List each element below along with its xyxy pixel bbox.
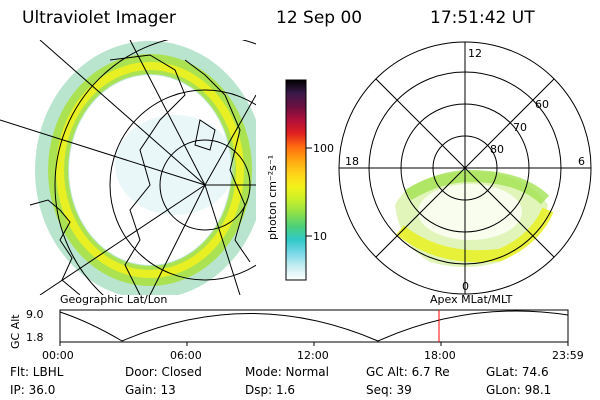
- colorbar: [285, 79, 307, 281]
- alt-xtick-2359: 23:59: [552, 349, 584, 362]
- gain-readout: Gain: 13: [125, 383, 176, 397]
- lat-circle-3: [54, 40, 256, 295]
- filter-readout: Flt: LBHL: [10, 365, 64, 379]
- alt-xtick-0000: 00:00: [42, 349, 74, 362]
- coastline: [29, 199, 81, 295]
- polar-cap-glow: [115, 115, 235, 215]
- aurora-hole: [418, 184, 522, 240]
- coastline: [109, 54, 186, 295]
- time-label: 17:51:42 UT: [430, 8, 535, 28]
- meridian: [0, 119, 206, 186]
- colorbar-tick-label-100: 100: [313, 142, 334, 155]
- mlt-label-18: 18: [345, 155, 359, 168]
- altitude-curve: [59, 310, 569, 342]
- mlat-label-70: 70: [513, 121, 527, 134]
- mlat-label-80: 80: [490, 143, 504, 156]
- meridian: [204, 184, 241, 295]
- lat-circle-1: [109, 89, 256, 281]
- colorbar-unit-label: photon cm⁻²s⁻¹: [266, 155, 279, 240]
- coastline: [184, 59, 251, 263]
- mlat-label-60: 60: [535, 98, 549, 111]
- mlt-label-6: 6: [578, 155, 585, 168]
- coastline: [194, 119, 216, 151]
- mlt-label-12: 12: [468, 47, 482, 60]
- right-map-caption: Apex MLat/MLT: [430, 293, 513, 306]
- glat-readout: GLat: 74.6: [486, 365, 549, 379]
- left-map-caption: Geographic Lat/Lon: [60, 293, 167, 306]
- alt-ytick-9: 9.0: [26, 308, 44, 321]
- meridian: [149, 184, 206, 295]
- alt-ytick-1_8: 1.8: [26, 331, 44, 344]
- geographic-map: [0, 40, 256, 295]
- date-label: 12 Sep 00: [276, 8, 363, 28]
- meridian: [39, 184, 206, 295]
- gc-alt-readout: GC Alt: 6.7 Re: [366, 365, 450, 379]
- aurora-band-bright: [396, 207, 554, 263]
- ip-readout: IP: 36.0: [10, 383, 56, 397]
- instrument-title: Ultraviolet Imager: [22, 8, 176, 28]
- seq-readout: Seq: 39: [366, 383, 412, 397]
- magnetic-map: [395, 169, 554, 267]
- alt-xtick-0600: 06:00: [170, 349, 202, 362]
- meridian: [204, 94, 256, 186]
- mode-readout: Mode: Normal: [245, 365, 329, 379]
- meridian: [39, 40, 206, 186]
- dsp-readout: Dsp: 1.6: [245, 383, 296, 397]
- door-readout: Door: Closed: [125, 365, 202, 379]
- alt-xtick-1200: 12:00: [297, 349, 329, 362]
- mlt-diagonal: [375, 78, 555, 258]
- alt-xtick-1800: 18:00: [424, 349, 456, 362]
- altitude-panel-frame: [59, 309, 569, 343]
- glon-readout: GLon: 98.1: [486, 383, 552, 397]
- alt-axis-title: GC Alt: [9, 314, 22, 349]
- mlt-label-0: 0: [462, 280, 469, 293]
- colorbar-tick-label-10: 10: [313, 230, 327, 243]
- aurora-oval-core: [56, 62, 244, 278]
- aurora-band-upper: [404, 169, 550, 205]
